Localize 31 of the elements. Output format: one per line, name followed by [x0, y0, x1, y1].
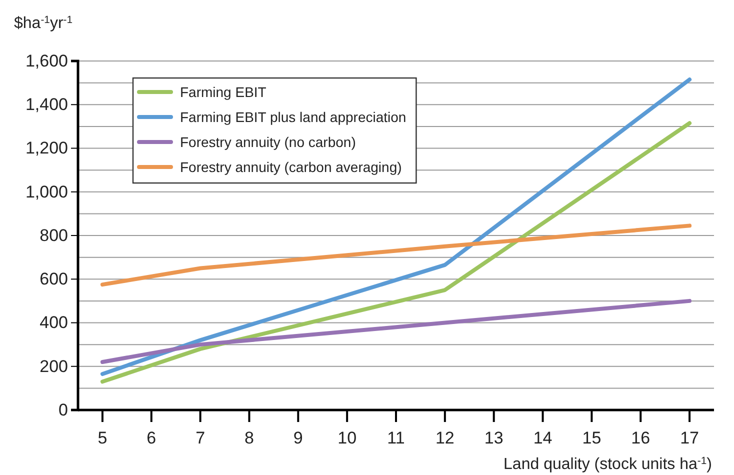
- x-tick-label: 16: [631, 428, 650, 448]
- y-tick-label: 1,600: [25, 51, 68, 70]
- line-series: [100, 224, 692, 287]
- x-tick-label: 11: [387, 428, 405, 448]
- y-tick-label: 1,000: [25, 182, 68, 202]
- x-tick-label: 9: [293, 428, 303, 448]
- y-tick-label: 800: [40, 226, 68, 245]
- legend-label: Forestry annuity (no carbon): [180, 134, 356, 150]
- x-tick-label: 13: [484, 428, 504, 448]
- x-tick-label: 7: [196, 428, 206, 448]
- y-tick-label: 200: [40, 356, 68, 376]
- line-series: [100, 298, 692, 364]
- x-tick-label: 15: [582, 428, 602, 448]
- line-series: [100, 78, 692, 376]
- legend-label: Farming EBIT: [180, 84, 267, 100]
- x-tick-label: 17: [680, 428, 699, 448]
- x-tick-label: 14: [533, 428, 552, 448]
- x-tick-label: 5: [98, 428, 108, 448]
- x-tick-label: 6: [146, 428, 156, 448]
- y-tick-label: 1,200: [25, 138, 68, 158]
- y-tick-label: 600: [40, 270, 68, 289]
- x-tick-label: 12: [435, 428, 454, 448]
- y-tick-label: 1,400: [25, 95, 68, 114]
- legend-label: Forestry annuity (carbon averaging): [180, 159, 402, 175]
- y-tick-label: 400: [40, 313, 68, 332]
- x-tick-label: 10: [338, 428, 357, 448]
- y-tick-label: 0: [58, 400, 68, 420]
- x-axis-title: Land quality (stock units ha$^{-1}$): [504, 456, 712, 473]
- legend-label: Farming EBIT plus land appreciation: [180, 109, 406, 125]
- y-axis-title: $ha$^{-1}$yr$^{-1}$: [14, 14, 73, 32]
- x-tick-label: 8: [244, 428, 254, 448]
